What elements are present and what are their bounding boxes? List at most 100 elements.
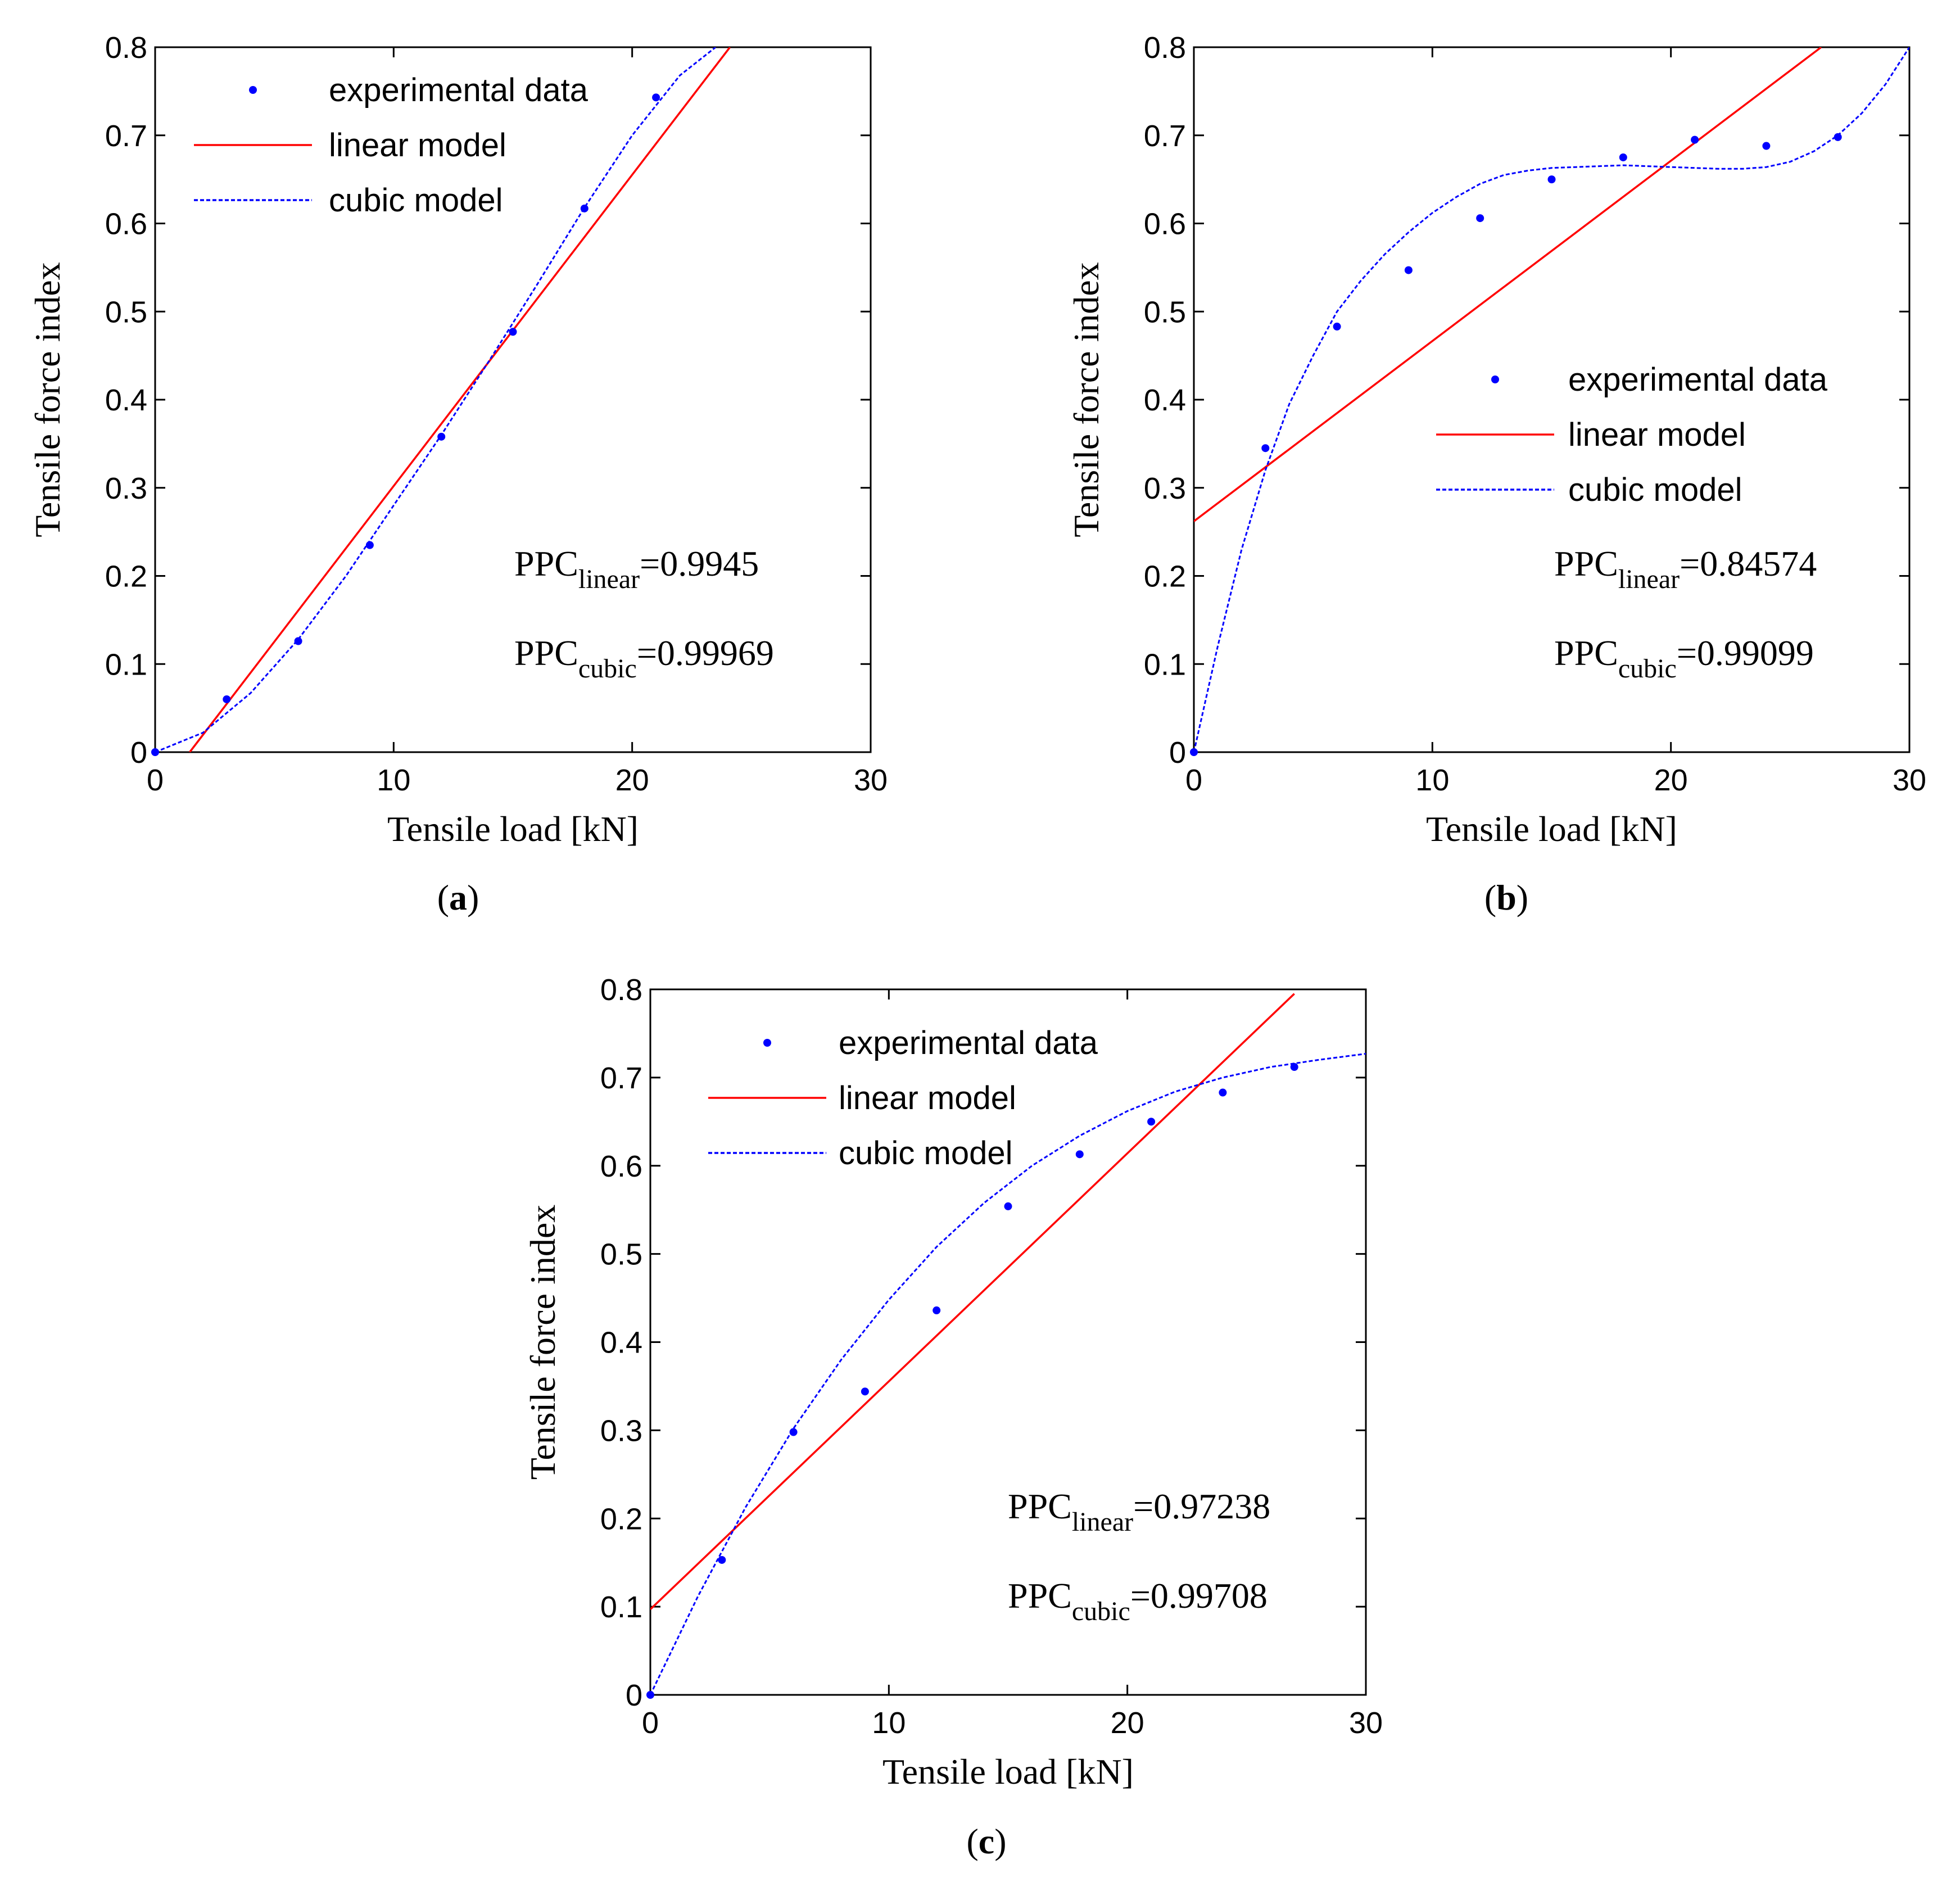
y-tick-label: 0.7 [105, 119, 147, 153]
data-point [437, 432, 446, 441]
y-tick-label: 0.6 [1144, 207, 1186, 241]
y-tick-label: 0.6 [105, 207, 147, 241]
data-point [294, 637, 302, 645]
y-tick-label: 0.8 [105, 31, 147, 65]
data-point [1476, 214, 1484, 223]
y-tick-label: 0.5 [1144, 295, 1186, 329]
ppc-annotation: PPClinear=0.84574 [1554, 544, 1817, 594]
y-tick-label: 0.5 [600, 1238, 642, 1272]
legend-marker-points [249, 86, 257, 94]
x-tick-label: 10 [377, 763, 410, 797]
chart-panel-b: 0 0.1 0.2 0.3 0.4 0.5 0.6 0.7 0.8 0 10 20 30 Tensile … [1066, 31, 1926, 917]
y-tick-label: 0.1 [1144, 648, 1186, 681]
legend-entry: experimental data [839, 1025, 1098, 1061]
x-tick-label: 30 [1349, 1706, 1383, 1740]
y-tick-label: 0.3 [600, 1414, 642, 1448]
x-axis-label: Tensile load [kN] [387, 809, 639, 849]
legend-entry: cubic model [839, 1135, 1012, 1172]
data-point [1547, 175, 1556, 184]
y-tick-label: 0.1 [105, 648, 147, 681]
data-point [646, 1691, 654, 1699]
y-tick-label: 0.1 [600, 1590, 642, 1624]
ppc-annotation: PPCcubic=0.99969 [514, 633, 774, 684]
data-point [509, 328, 517, 336]
y-tick-label: 0 [130, 736, 147, 770]
data-point [789, 1428, 798, 1436]
y-tick-label: 0.7 [1144, 119, 1186, 153]
linear-model-line [189, 47, 731, 752]
ppc-annotation: PPCcubic=0.99708 [1008, 1576, 1268, 1626]
y-tick-label: 0.4 [105, 383, 147, 417]
data-point [861, 1387, 869, 1396]
x-tick-label: 30 [1893, 763, 1926, 797]
panel-label: (a) [437, 878, 479, 917]
x-tick-label: 0 [147, 763, 164, 797]
data-point [1691, 135, 1699, 144]
data-point [1190, 748, 1198, 756]
y-tick-label: 0.5 [105, 295, 147, 329]
y-tick-label: 0.4 [1144, 383, 1186, 417]
data-point [1404, 266, 1413, 274]
x-tick-label: 10 [872, 1706, 906, 1740]
cubic-model-line [1194, 47, 1909, 752]
x-tick-label: 10 [1415, 763, 1449, 797]
linear-model-line [650, 993, 1295, 1611]
y-axis-label: Tensile force index [28, 262, 67, 537]
data-point [1762, 142, 1771, 150]
x-tick-label: 20 [1654, 763, 1688, 797]
legend-entry: linear model [839, 1080, 1016, 1116]
data-layer [650, 993, 1366, 1695]
chart-panel-a: 0 0.1 0.2 0.3 0.4 0.5 0.6 0.7 0.8 0 10 20 30 Tensile … [28, 31, 888, 917]
x-axis-label: Tensile load [kN] [1426, 809, 1677, 849]
data-point [1075, 1150, 1084, 1159]
data-point [365, 541, 374, 549]
y-tick-label: 0.6 [600, 1150, 642, 1183]
legend-entry: cubic model [1568, 472, 1742, 508]
panel-label: (b) [1484, 878, 1528, 917]
x-tick-label: 0 [642, 1706, 659, 1740]
data-point [151, 748, 159, 756]
x-axis-label: Tensile load [kN] [882, 1752, 1134, 1792]
chart-panel-c: 0 0.1 0.2 0.3 0.4 0.5 0.6 0.7 0.8 0 10 20 30 Tensile … [523, 973, 1383, 1861]
legend-marker-points [1491, 376, 1499, 383]
legend-entry: experimental data [1568, 361, 1828, 398]
data-point [1147, 1118, 1156, 1126]
legend-marker-points [763, 1039, 771, 1047]
y-tick-label: 0.3 [105, 472, 147, 505]
ppc-annotation: PPClinear=0.97238 [1008, 1486, 1270, 1537]
panel-label: (c) [966, 1821, 1006, 1861]
x-tick-label: 30 [854, 763, 888, 797]
y-tick-label: 0.8 [1144, 31, 1186, 65]
y-tick-label: 0.2 [600, 1502, 642, 1536]
data-point [718, 1555, 726, 1564]
data-layer [1194, 47, 1909, 752]
cubic-model-line [650, 1053, 1366, 1695]
legend-entry: linear model [1568, 417, 1746, 453]
y-tick-label: 0.7 [600, 1061, 642, 1095]
data-point [1219, 1088, 1227, 1097]
legend-entry: experimental data [329, 72, 589, 108]
data-point [1004, 1202, 1012, 1210]
y-tick-label: 0 [626, 1679, 642, 1712]
data-point [933, 1306, 941, 1315]
data-point [580, 204, 589, 212]
y-tick-label: 0.8 [600, 973, 642, 1007]
data-point [652, 93, 660, 102]
x-tick-label: 20 [1111, 1706, 1144, 1740]
data-point [223, 695, 231, 703]
ppc-annotation: PPCcubic=0.99099 [1554, 633, 1814, 684]
data-point [1261, 444, 1270, 453]
linear-model-line [1194, 47, 1822, 522]
ppc-annotation: PPClinear=0.9945 [514, 544, 759, 594]
x-tick-label: 0 [1185, 763, 1202, 797]
y-tick-label: 0 [1169, 736, 1186, 770]
data-point [1333, 322, 1341, 331]
y-axis-label: Tensile force index [1066, 262, 1106, 537]
x-tick-label: 20 [615, 763, 649, 797]
y-tick-label: 0.4 [600, 1326, 642, 1360]
data-point [1834, 133, 1842, 141]
legend-entry: linear model [329, 127, 506, 164]
data-point [1619, 153, 1627, 161]
data-point [1290, 1063, 1298, 1071]
